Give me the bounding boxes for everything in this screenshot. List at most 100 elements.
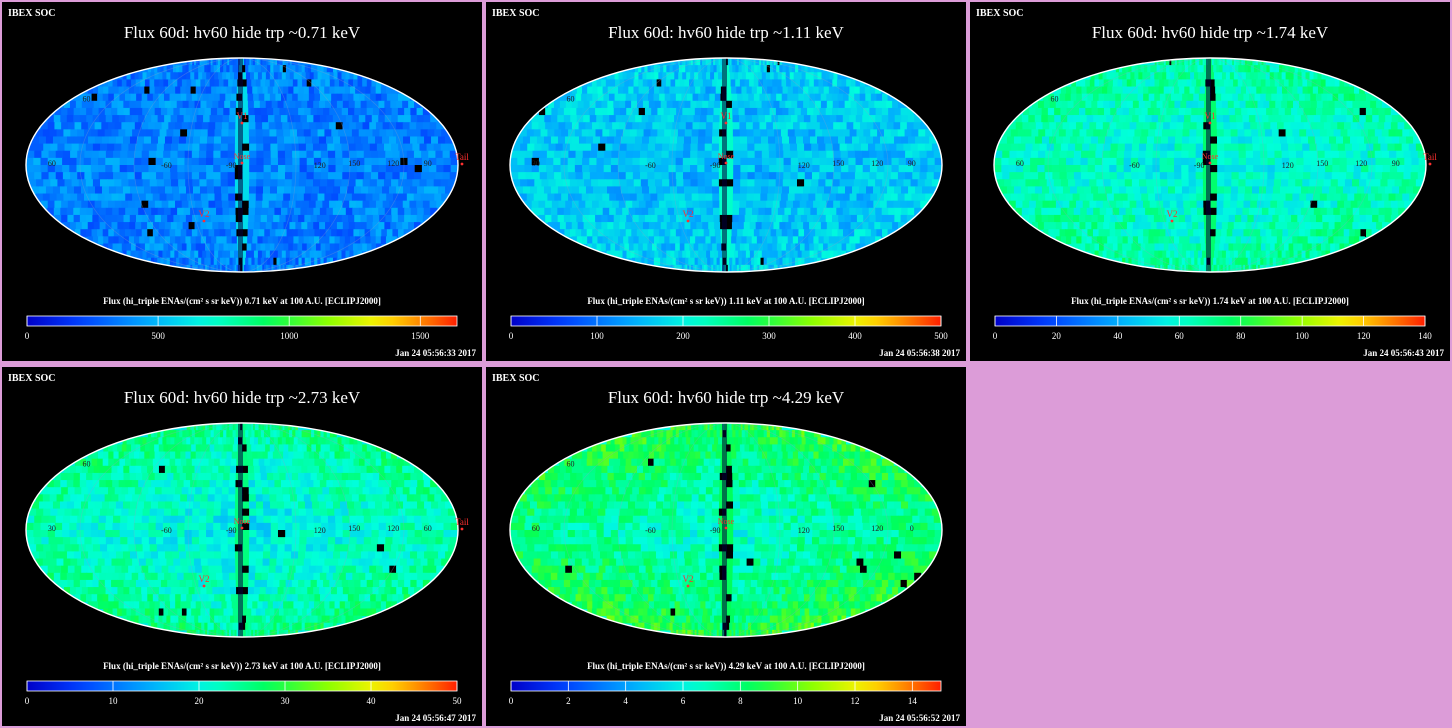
flux-pixel bbox=[1041, 207, 1049, 216]
flux-pixel bbox=[678, 100, 686, 109]
flux-pixel bbox=[735, 65, 740, 73]
flux-pixel bbox=[1024, 193, 1033, 202]
flux-pixel bbox=[927, 157, 936, 166]
flux-pixel bbox=[249, 186, 257, 195]
flux-pixel bbox=[1293, 93, 1300, 102]
flux-pixel bbox=[1389, 172, 1397, 180]
flux-pixel bbox=[805, 250, 811, 259]
flux-pixel bbox=[856, 129, 864, 138]
flux-pixel bbox=[270, 179, 279, 187]
flux-pixel bbox=[526, 193, 535, 202]
flux-pixel bbox=[894, 107, 902, 116]
flux-pixel bbox=[704, 172, 713, 180]
flux-pixel bbox=[863, 107, 871, 116]
flux-pixel bbox=[853, 122, 861, 130]
flux-pixel bbox=[713, 58, 716, 66]
flux-pixel bbox=[926, 150, 935, 159]
flux-pixel bbox=[771, 207, 779, 216]
flux-pixel bbox=[745, 207, 753, 216]
flux-pixel bbox=[220, 172, 229, 180]
flux-pixel bbox=[98, 86, 104, 95]
flux-pixel bbox=[1255, 115, 1263, 123]
flux-pixel bbox=[1060, 179, 1069, 187]
flux-pixel bbox=[1260, 79, 1267, 88]
flux-pixel bbox=[713, 257, 718, 266]
flux-pixel bbox=[1252, 136, 1260, 145]
flux-pixel bbox=[199, 58, 203, 66]
flux-pixel bbox=[218, 243, 225, 252]
flux-pixel bbox=[558, 200, 566, 209]
flux-pixel bbox=[1353, 86, 1360, 95]
flux-pixel bbox=[1145, 79, 1151, 88]
flux-pixel bbox=[826, 150, 835, 159]
flux-pixel bbox=[735, 257, 740, 266]
flux-pixel bbox=[934, 165, 942, 173]
flux-pixel bbox=[854, 229, 861, 237]
flux-pixel bbox=[674, 72, 679, 80]
flux-pixel bbox=[1310, 122, 1318, 130]
flux-pixel bbox=[690, 72, 695, 80]
flux-pixel bbox=[1043, 100, 1051, 109]
flux-pixel bbox=[570, 214, 577, 223]
flux-pixel bbox=[870, 93, 878, 102]
flux-pixel bbox=[790, 150, 799, 159]
map-outline bbox=[25, 57, 459, 273]
flux-pixel bbox=[1281, 207, 1289, 216]
flux-pixel bbox=[108, 200, 116, 209]
flux-pixel bbox=[429, 200, 437, 209]
flux-pixel bbox=[136, 229, 143, 237]
flux-pixel bbox=[609, 193, 617, 202]
flux-pixel bbox=[1344, 179, 1353, 187]
flux-pixel bbox=[1004, 179, 1012, 187]
flux-pixel bbox=[1229, 207, 1237, 216]
flux-pixel bbox=[1081, 86, 1088, 95]
flux-pixel bbox=[79, 214, 87, 223]
flux-pixel bbox=[1010, 193, 1019, 202]
flux-pixel bbox=[1086, 193, 1094, 202]
flux-pixel bbox=[242, 122, 250, 130]
flux-pixel bbox=[1340, 100, 1348, 109]
flux-pixel bbox=[1417, 150, 1426, 159]
flux-pixel bbox=[623, 236, 629, 245]
flux-pixel bbox=[1138, 100, 1146, 109]
flux-pixel bbox=[1313, 193, 1321, 202]
flux-pixel bbox=[325, 222, 332, 230]
flux-pixel bbox=[342, 93, 349, 102]
flux-pixel bbox=[397, 115, 405, 123]
flux-pixel bbox=[1297, 107, 1305, 116]
flux-pixel bbox=[877, 129, 885, 138]
flux-pixel bbox=[646, 157, 655, 166]
flux-pixel bbox=[385, 214, 393, 223]
flux-pixel bbox=[1172, 65, 1177, 73]
flux-pixel bbox=[136, 214, 143, 223]
flux-pixel bbox=[1274, 115, 1282, 123]
flux-pixel bbox=[1352, 115, 1360, 123]
flux-pixel bbox=[1339, 207, 1347, 216]
flux-pixel bbox=[733, 143, 741, 152]
flux-pixel bbox=[754, 136, 762, 145]
flux-pixel bbox=[890, 193, 899, 202]
flux-pixel bbox=[761, 250, 767, 259]
flux-pixel bbox=[130, 72, 136, 80]
flux-pixel bbox=[229, 214, 237, 223]
flux-pixel bbox=[220, 157, 229, 166]
flux-pixel bbox=[386, 193, 394, 202]
flux-pixel bbox=[784, 207, 792, 216]
flux-pixel bbox=[638, 107, 646, 116]
flux-pixel bbox=[1165, 58, 1169, 66]
flux-pixel bbox=[901, 136, 909, 145]
flux-pixel bbox=[304, 107, 312, 116]
flux-pixel bbox=[619, 100, 626, 109]
flux-pixel bbox=[223, 65, 227, 73]
flux-pixel bbox=[522, 186, 531, 195]
flux-pixel bbox=[773, 100, 780, 109]
flux-pixel bbox=[678, 58, 681, 66]
flux-pixel bbox=[754, 172, 763, 180]
flux-pixel bbox=[1162, 72, 1167, 80]
flux-pixel bbox=[219, 264, 223, 272]
flux-pixel bbox=[225, 264, 228, 272]
flux-pixel bbox=[199, 150, 207, 159]
flux-pixel bbox=[232, 79, 238, 88]
flux-pixel bbox=[667, 207, 675, 216]
flux-pixel bbox=[422, 122, 431, 130]
